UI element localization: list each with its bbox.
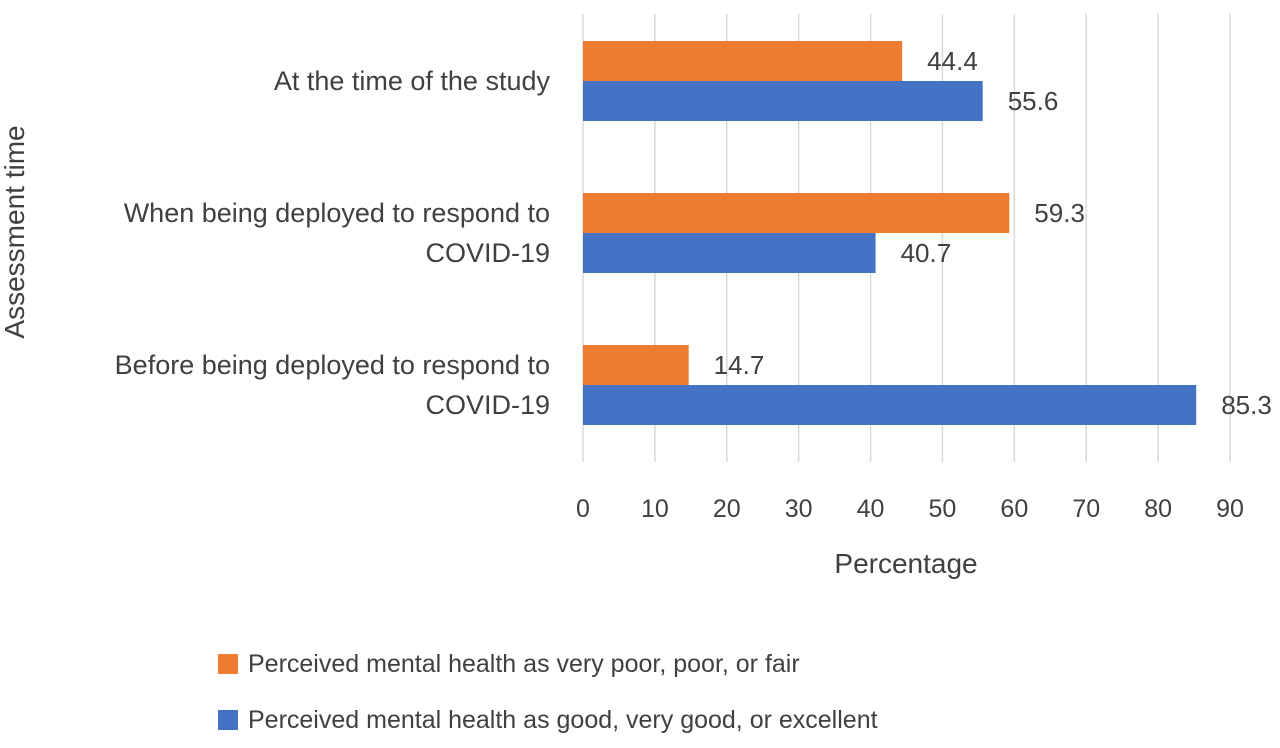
bar-chart: 44.4 59.3 14.7 55.6 40.7 85.3 At the time of … — [0, 14, 1272, 579]
category-label: COVID-19 — [425, 390, 550, 420]
bar-good-0 — [583, 81, 983, 121]
data-label: 85.3 — [1221, 390, 1272, 420]
bar-poor-1 — [583, 193, 1010, 233]
data-label: 14.7 — [714, 350, 765, 380]
x-tick-label: 60 — [1000, 495, 1028, 523]
category-label: COVID-19 — [425, 238, 550, 268]
x-tick-label: 80 — [1144, 495, 1172, 523]
category-label: At the time of the study — [274, 66, 551, 96]
x-tick-label: 40 — [857, 495, 885, 523]
category-label: When being deployed to respond to — [124, 198, 550, 228]
legend-item-good: Perceived mental health as good, very go… — [218, 692, 878, 748]
bars — [583, 41, 1197, 425]
data-label: 55.6 — [1008, 86, 1059, 116]
legend-item-poor: Perceived mental health as very poor, po… — [218, 636, 878, 692]
x-tick-labels: 0 10 20 30 40 50 60 70 80 90 — [576, 495, 1244, 523]
x-tick-label: 20 — [713, 495, 741, 523]
legend-label-poor: Perceived mental health as very poor, po… — [248, 649, 800, 678]
data-label: 40.7 — [901, 238, 952, 268]
x-tick-label: 30 — [785, 495, 813, 523]
data-label: 59.3 — [1034, 198, 1085, 228]
bar-good-1 — [583, 233, 876, 273]
legend-swatch-good — [218, 710, 238, 730]
x-tick-label: 90 — [1216, 495, 1244, 523]
bar-poor-2 — [583, 345, 689, 385]
legend-swatch-poor — [218, 654, 238, 674]
x-tick-label: 70 — [1072, 495, 1100, 523]
bar-good-2 — [583, 385, 1197, 425]
category-labels: At the time of the study When being deplo… — [115, 66, 551, 420]
category-label: Before being deployed to respond to — [115, 350, 550, 380]
data-labels: 44.4 59.3 14.7 55.6 40.7 85.3 — [714, 46, 1272, 420]
legend: Perceived mental health as very poor, po… — [218, 636, 878, 748]
x-tick-label: 10 — [641, 495, 669, 523]
x-axis-title: Percentage — [834, 548, 977, 579]
bar-poor-0 — [583, 41, 903, 81]
x-tick-label: 50 — [929, 495, 957, 523]
x-tick-label: 0 — [576, 495, 590, 523]
y-axis-title: Assessment time — [0, 125, 30, 338]
legend-label-good: Perceived mental health as good, very go… — [248, 705, 878, 734]
data-label: 44.4 — [927, 46, 978, 76]
